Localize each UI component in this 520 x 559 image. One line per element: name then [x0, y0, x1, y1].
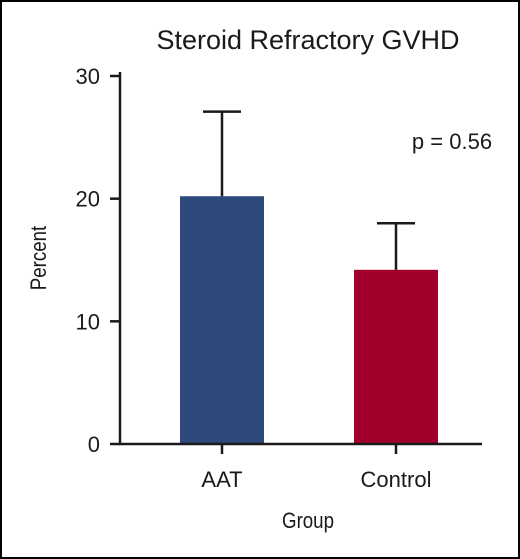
- y-tick-label: 20: [76, 187, 100, 212]
- error-bar-aat: [203, 110, 241, 197]
- x-tick-label-control: Control: [361, 467, 432, 492]
- y-tick-label: 0: [88, 432, 100, 457]
- y-tick-label: 10: [76, 309, 100, 334]
- y-axis-title: Percent: [28, 225, 52, 290]
- x-axis-ticks: AAT Control: [201, 444, 431, 492]
- x-tick-label-aat: AAT: [201, 467, 242, 492]
- bar-control: [354, 269, 438, 444]
- y-tick-label: 30: [76, 64, 100, 89]
- chart-title: Steroid Refractory GVHD: [156, 25, 459, 55]
- bar-aat: [180, 196, 264, 444]
- p-value-annotation: p = 0.56: [412, 129, 492, 154]
- x-axis-title: Group: [282, 510, 334, 534]
- bars: [180, 196, 438, 444]
- y-axis-ticks: 0 10 20 30: [76, 64, 120, 457]
- error-bar-control: [377, 221, 415, 270]
- error-bars: [203, 110, 415, 270]
- y-axis: 0 10 20 30: [76, 64, 122, 457]
